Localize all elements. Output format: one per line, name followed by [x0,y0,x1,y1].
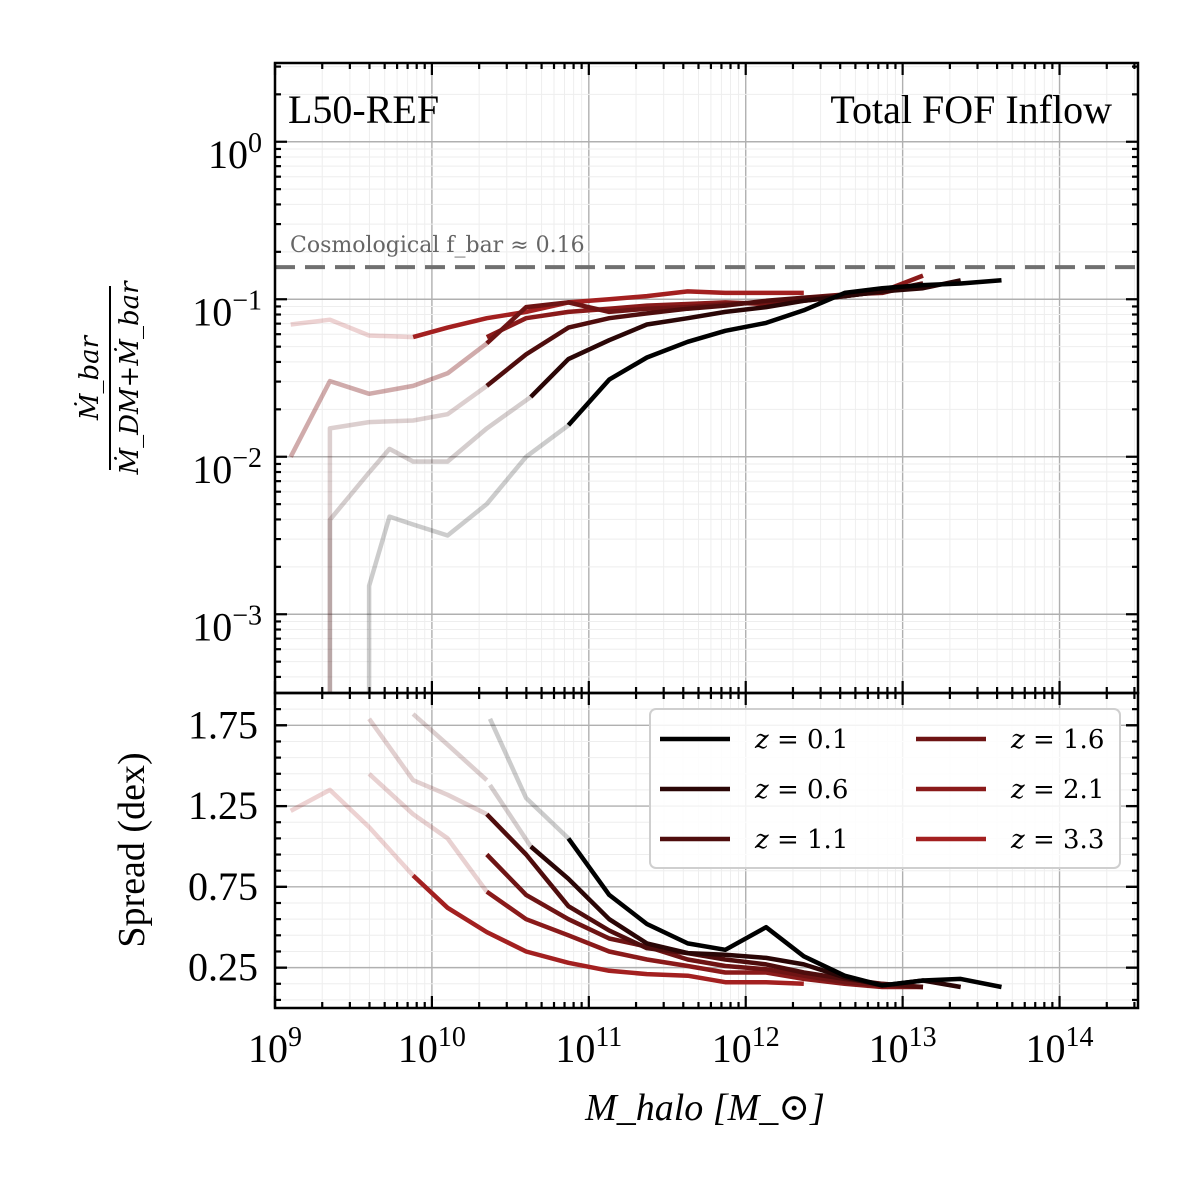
spread-line-faded-z-0-1 [487,717,570,841]
simulation-label: L50-REF [288,87,439,132]
legend-label-z-0-1: z = 0.1 [754,725,848,755]
x-axis-label: M_halo [M_⊙] [584,1087,825,1129]
spread-line-z-2-1 [485,889,923,990]
top-y-tick-label: 10−2 [192,443,262,492]
top-y-tick-label: 10−3 [192,600,262,649]
ratio-line-faded-z-2-1 [288,341,489,458]
ratio-line-z-3-3 [412,289,804,340]
x-tick-label: 1013 [869,1022,937,1071]
x-tick-label: 1011 [555,1022,622,1071]
ratio-line-faded-z-0-6 [327,395,533,693]
ratio-line-faded-z-1-1 [327,384,489,693]
top-panel-grid [275,63,1138,693]
legend: z = 0.1 z = 0.6 z = 1.1 z = 1.6 z = 2.1 z = 3… [649,708,1121,869]
spread-line-z-3-3 [411,873,804,987]
legend-box [649,708,1121,869]
ratio-series-group [288,273,1002,693]
bottom-y-tick-label: 0.25 [188,945,258,990]
x-tick-label: 1014 [1026,1022,1094,1071]
cosmological-fbar-label: Cosmological f_bar ≈ 0.16 [290,233,585,258]
bottom-y-tick-label: 1.25 [188,783,258,828]
panel-title: Total FOF Inflow [830,87,1112,132]
x-tick-label: 109 [248,1022,302,1071]
bottom-ylabel: Spread (dex) [111,752,153,947]
ratio-line-z-0-6 [529,278,962,399]
tick-labels: 109 1010 1011 1012 1013 1014 100 10−1 10−2 10−3 0.… [188,128,1094,1071]
ratio-line-faded-z-3-3 [290,317,414,340]
legend-label-z-2-1: z = 2.1 [1010,775,1104,805]
legend-label-z-0-6: z = 0.6 [754,775,848,805]
spread-line-faded-z-1-1 [411,712,489,782]
x-tick-label: 1012 [712,1022,780,1071]
spread-line-z-1-6 [485,852,924,990]
spread-line-faded-z-1-6 [367,717,488,817]
top-ylabel-denominator: Ṁ_DM+Ṁ_bar [114,280,145,476]
top-y-tick-label: 100 [208,128,262,177]
legend-label-z-3-3: z = 3.3 [1010,825,1104,855]
x-tick-label: 1010 [398,1022,466,1071]
spread-line-faded-z-2-1 [367,772,489,894]
bottom-panel-frame [273,691,1140,1010]
legend-label-z-1-1: z = 1.1 [754,825,848,855]
ratio-line-faded-z-0-1 [366,423,570,693]
ratio-line-z-0-1 [566,278,1002,427]
top-ylabel-numerator: Ṁ_bar [74,334,105,421]
bottom-y-tick-label: 0.75 [188,864,258,909]
bottom-y-tick-label: 1.75 [188,702,258,747]
spread-line-faded-z-0-6 [488,783,533,848]
legend-label-z-1-6: z = 1.6 [1010,725,1104,755]
top-ylabel: Ṁ_bar Ṁ_DM+Ṁ_bar [74,280,145,476]
top-y-tick-label: 10−1 [192,285,262,334]
spread-line-faded-z-3-3 [289,787,415,878]
spread-line-z-0-1 [566,837,1002,990]
spread-series-group [289,712,1002,990]
ratio-line-faded-z-1-6 [288,341,489,458]
